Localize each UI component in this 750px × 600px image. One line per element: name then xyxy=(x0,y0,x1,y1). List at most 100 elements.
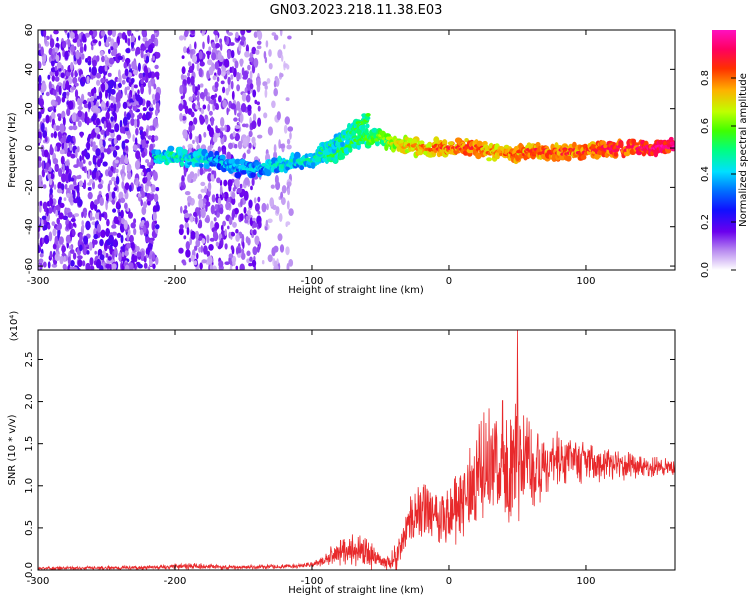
spectrogram-noise-cell xyxy=(141,30,147,37)
spectrogram-noise-cell xyxy=(59,123,65,133)
spectrogram-noise-cell xyxy=(95,145,98,149)
spectrogram-noise-cell xyxy=(113,138,117,145)
spectrogram-noise-cell xyxy=(178,103,184,112)
spectrogram-noise-cell xyxy=(120,154,126,165)
spectrogram-noise-cell xyxy=(93,260,97,266)
spectrogram-noise-cell xyxy=(61,173,66,183)
spectrogram-noise-cell xyxy=(92,141,96,147)
spectrogram-noise-cell xyxy=(148,106,154,112)
spectrogram-noise-cell xyxy=(143,201,148,209)
spectrogram-ridge-cell xyxy=(328,147,333,153)
spectrogram-noise-cell xyxy=(72,135,76,142)
spectrogram-noise-cell xyxy=(130,40,135,49)
spectrogram-noise-cell xyxy=(269,197,275,208)
spectrogram-noise-cell xyxy=(237,253,242,258)
spectrogram-noise-cell xyxy=(256,77,261,88)
spectrogram-noise-cell xyxy=(41,160,45,170)
spectrogram-noise-cell xyxy=(257,30,263,41)
spectrogram-noise-cell xyxy=(67,39,71,48)
spectrogram-noise-cell xyxy=(184,191,191,196)
spectrogram-noise-cell xyxy=(215,128,221,134)
spectrogram-noise-cell xyxy=(147,201,151,206)
spectrogram-noise-cell xyxy=(242,137,248,147)
spectrogram-noise-cell xyxy=(115,176,120,185)
spectrogram-noise-cell xyxy=(123,61,127,69)
spectrogram-noise-cell xyxy=(253,197,257,204)
spectrogram-noise-cell xyxy=(105,38,109,47)
spectrogram-ridge-cell xyxy=(179,161,185,168)
spectrogram-noise-cell xyxy=(85,220,91,231)
spectrogram-noise-cell xyxy=(44,169,48,173)
spectrogram-noise-cell xyxy=(99,138,103,148)
spectrogram-noise-cell xyxy=(70,31,75,39)
spectrogram-xtick-label: 0 xyxy=(446,276,452,287)
spectrogram-noise-cell xyxy=(86,116,90,126)
spectrogram-noise-cell xyxy=(72,190,76,200)
spectrogram-noise-cell xyxy=(94,199,99,205)
spectrogram-noise-cell xyxy=(77,105,83,111)
spectrogram-noise-cell xyxy=(212,265,218,270)
spectrogram-noise-cell xyxy=(261,202,267,213)
spectrogram-noise-cell xyxy=(145,236,150,243)
spectrogram-noise-cell xyxy=(232,221,237,228)
spectrogram-noise-cell xyxy=(193,211,197,217)
spectrogram-noise-cell xyxy=(140,78,144,85)
spectrogram-noise-cell xyxy=(208,244,214,251)
spectrogram-xtick-label: -300 xyxy=(27,276,50,287)
spectrogram-noise-cell xyxy=(112,239,119,248)
spectrogram-noise-cell xyxy=(87,136,90,143)
spectrogram-noise-cell xyxy=(95,117,101,126)
spectrogram-noise-cell xyxy=(150,103,153,109)
spectrogram-noise-cell xyxy=(235,229,239,234)
spectrogram-noise-cell xyxy=(38,61,42,69)
spectrogram-noise-cell xyxy=(106,147,111,155)
spectrogram-noise-cell xyxy=(201,259,207,264)
spectrogram-noise-cell xyxy=(61,96,66,103)
spectrogram-noise-cell xyxy=(128,63,131,70)
spectrogram-noise-cell xyxy=(214,34,219,43)
spectrogram-noise-cell xyxy=(184,205,188,210)
spectrogram-noise-cell xyxy=(75,148,78,159)
spectrogram-noise-cell xyxy=(186,48,190,54)
spectrogram-ridge-cell xyxy=(619,141,624,149)
spectrogram-noise-cell xyxy=(66,193,71,198)
spectrogram-noise-cell xyxy=(68,245,72,250)
spectrogram-noise-cell xyxy=(198,67,203,78)
spectrogram-noise-cell xyxy=(281,197,286,206)
spectrogram-noise-cell xyxy=(124,68,129,77)
spectrogram-noise-cell xyxy=(82,183,86,190)
spectrogram-noise-cell xyxy=(106,192,109,201)
snr-ytick-label: 1.5 xyxy=(24,436,35,452)
spectrogram-noise-cell xyxy=(155,187,160,192)
spectrogram-noise-cell xyxy=(208,110,213,116)
spectrogram-noise-cell xyxy=(273,144,277,153)
spectrogram-noise-cell xyxy=(149,194,154,201)
spectrogram-noise-cell xyxy=(230,74,234,80)
spectrogram-noise-cell xyxy=(58,85,62,96)
spectrogram-noise-cell xyxy=(56,217,60,225)
spectrogram-noise-cell xyxy=(40,122,45,133)
spectrogram-noise-cell xyxy=(230,103,236,110)
spectrogram-noise-cell xyxy=(100,77,105,84)
spectrogram-noise-cell xyxy=(195,239,201,248)
spectrogram-noise-cell xyxy=(87,91,91,96)
spectrogram-noise-cell xyxy=(218,260,224,268)
spectrogram-noise-cell xyxy=(91,45,94,51)
spectrogram-noise-cell xyxy=(70,153,76,159)
spectrogram-noise-cell xyxy=(224,124,227,132)
spectrogram-noise-cell xyxy=(279,73,284,78)
spectrogram-noise-cell xyxy=(138,35,141,41)
spectrogram-noise-cell xyxy=(87,169,91,180)
spectrogram-noise-cell xyxy=(50,111,56,120)
spectrogram-noise-cell xyxy=(124,182,130,190)
spectrogram-noise-cell xyxy=(52,228,57,237)
spectrogram-noise-cell xyxy=(133,84,138,89)
spectrogram-noise-cell xyxy=(249,217,253,227)
spectrogram-noise-cell xyxy=(149,171,153,176)
spectrogram-noise-cell xyxy=(122,116,128,127)
spectrogram-noise-cell xyxy=(65,165,69,174)
spectrogram-noise-cell xyxy=(243,206,247,214)
spectrogram-noise-cell xyxy=(226,107,229,116)
spectrogram-noise-cell xyxy=(216,76,220,82)
spectrogram-ridge-cell xyxy=(374,140,380,147)
